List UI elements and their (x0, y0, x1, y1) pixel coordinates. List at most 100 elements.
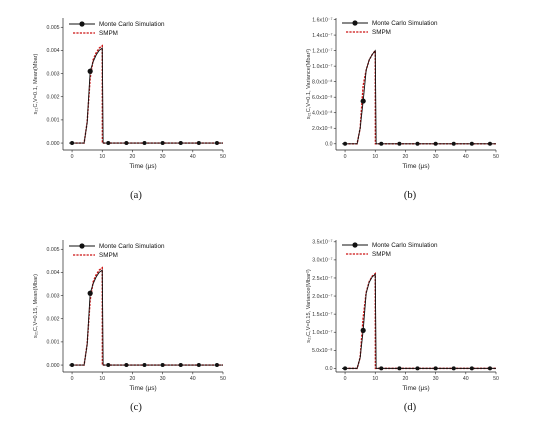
smpm-series-line (72, 266, 223, 366)
x-tick-label: 50 (220, 376, 226, 382)
monte-carlo-point (178, 363, 183, 368)
x-tick-label: 30 (160, 376, 166, 382)
y-tick-label: 0.001 (47, 340, 60, 346)
y-tick-label: 1.2x10⁻⁷ (312, 48, 332, 54)
x-axis-label: Time (μs) (129, 385, 156, 392)
x-tick-label: 20 (130, 154, 136, 160)
y-tick-label: 5.0x10⁻⁸ (312, 348, 333, 354)
y-tick-label: 2.0x10⁻⁷ (312, 294, 332, 300)
y-tick-label: 1.5x10⁻⁷ (312, 312, 332, 318)
y-tick-label: 4.0x10⁻⁸ (312, 111, 333, 117)
y-tick-label: 0.003 (47, 293, 60, 299)
monte-carlo-point (70, 363, 75, 368)
monte-carlo-series-line (69, 269, 223, 366)
x-tick-label: 30 (433, 376, 439, 382)
chart-panel-d: 0 10 20 30 40 50 0.0 5.0x10⁻⁸ 1.0x10⁻⁷ 1.5x10⁻⁷ 2.… (306, 240, 499, 413)
x-tick-label: 0 (71, 154, 74, 160)
legend-monte-carlo-marker (79, 21, 85, 27)
x-tick-label: 10 (372, 376, 378, 382)
smpm-series-line (72, 44, 223, 144)
x-tick-label: 20 (130, 376, 136, 382)
x-tick-label: 40 (463, 376, 469, 382)
y-tick-label: 0.004 (47, 48, 60, 54)
y-tick-label: 1.4x10⁻⁷ (312, 33, 332, 39)
monte-carlo-point (433, 366, 438, 371)
y-axis-label: s₂₁C,V=0.15, Variance(Mbar²) (306, 269, 312, 343)
y-tick-label: 0.005 (47, 247, 60, 253)
y-tick-label: 6.0x10⁻⁸ (312, 95, 333, 101)
legend-smpm-label: SMPM (99, 30, 118, 37)
y-tick-label: 0.003 (47, 71, 60, 77)
monte-carlo-point (142, 363, 147, 368)
y-tick-label: 0.002 (47, 95, 60, 101)
monte-carlo-point (379, 141, 384, 146)
x-tick-label: 40 (190, 376, 196, 382)
monte-carlo-point (451, 141, 456, 146)
monte-carlo-series-line (342, 49, 496, 145)
monte-carlo-point (196, 141, 201, 146)
monte-carlo-series-line (69, 47, 223, 144)
y-tick-label: 1.0x10⁻⁷ (312, 330, 332, 336)
legend-monte-carlo-label: Monte Carlo Simulation (99, 21, 165, 28)
monte-carlo-series-line (342, 273, 496, 369)
y-tick-label: 1.6x10⁻⁷ (312, 17, 332, 23)
y-tick-label: 0.000 (47, 363, 60, 369)
y-tick-label: 0.005 (47, 25, 60, 31)
monte-carlo-point (360, 327, 366, 334)
y-tick-label: 0.000 (47, 141, 60, 147)
legend-smpm-label: SMPM (99, 252, 118, 259)
legend-monte-carlo-marker (352, 242, 358, 248)
y-tick-label: 1.0x10⁻⁷ (312, 64, 332, 70)
x-tick-label: 0 (71, 376, 74, 382)
y-axis-label: s₂₁C,V=0.1, Variance(Mbar²) (306, 49, 312, 119)
monte-carlo-point (106, 363, 111, 368)
monte-carlo-point (70, 141, 75, 146)
y-tick-label: 0.001 (47, 118, 60, 124)
y-tick-label: 0.002 (47, 317, 60, 323)
y-axis-label: s₂₁C,V=0.15, Mean(Mbar) (33, 274, 39, 338)
x-axis-label: Time (μs) (402, 163, 429, 170)
legend-smpm-label: SMPM (372, 29, 391, 36)
monte-carlo-point (379, 366, 384, 371)
x-tick-label: 10 (99, 154, 105, 160)
monte-carlo-point (214, 363, 219, 368)
legend-monte-carlo-marker (79, 243, 85, 249)
monte-carlo-point (178, 141, 183, 146)
monte-carlo-point (397, 366, 402, 371)
y-tick-label: 2.5x10⁻⁷ (312, 276, 332, 282)
y-axis-label: s₂₁C,V=0.1, Mean(Mbar) (33, 53, 39, 114)
x-tick-label: 30 (433, 154, 439, 160)
legend-monte-carlo-label: Monte Carlo Simulation (372, 242, 438, 249)
y-tick-label: 0.0 (325, 366, 332, 372)
monte-carlo-point (469, 141, 474, 146)
monte-carlo-point (87, 290, 93, 296)
monte-carlo-point (160, 141, 165, 146)
monte-carlo-point (487, 366, 492, 371)
monte-carlo-point (469, 366, 474, 371)
monte-carlo-point (415, 141, 420, 146)
monte-carlo-point (124, 363, 129, 368)
y-tick-label: 0.0 (325, 142, 332, 148)
monte-carlo-point (433, 141, 438, 146)
x-axis-label: Time (μs) (402, 385, 429, 392)
chart-panel-b: 0 10 20 30 40 50 0.0 2.0x10⁻⁸ 4.0x10⁻⁸ 6.0x10⁻⁸ 8.… (306, 17, 499, 201)
x-tick-label: 50 (220, 154, 226, 160)
monte-carlo-point (106, 141, 111, 146)
x-tick-label: 0 (344, 376, 347, 382)
x-tick-label: 50 (493, 154, 499, 160)
x-tick-label: 30 (160, 154, 166, 160)
legend-monte-carlo-marker (352, 20, 358, 26)
monte-carlo-point (343, 366, 348, 371)
panel-caption: (a) (130, 190, 142, 201)
monte-carlo-point (160, 363, 165, 368)
legend-smpm-label: SMPM (372, 251, 391, 258)
x-tick-label: 20 (403, 154, 409, 160)
x-tick-label: 10 (99, 376, 105, 382)
monte-carlo-point (214, 141, 219, 146)
monte-carlo-point (343, 141, 348, 146)
monte-carlo-point (415, 366, 420, 371)
monte-carlo-point (451, 366, 456, 371)
monte-carlo-point (487, 141, 492, 146)
x-tick-label: 0 (344, 154, 347, 160)
